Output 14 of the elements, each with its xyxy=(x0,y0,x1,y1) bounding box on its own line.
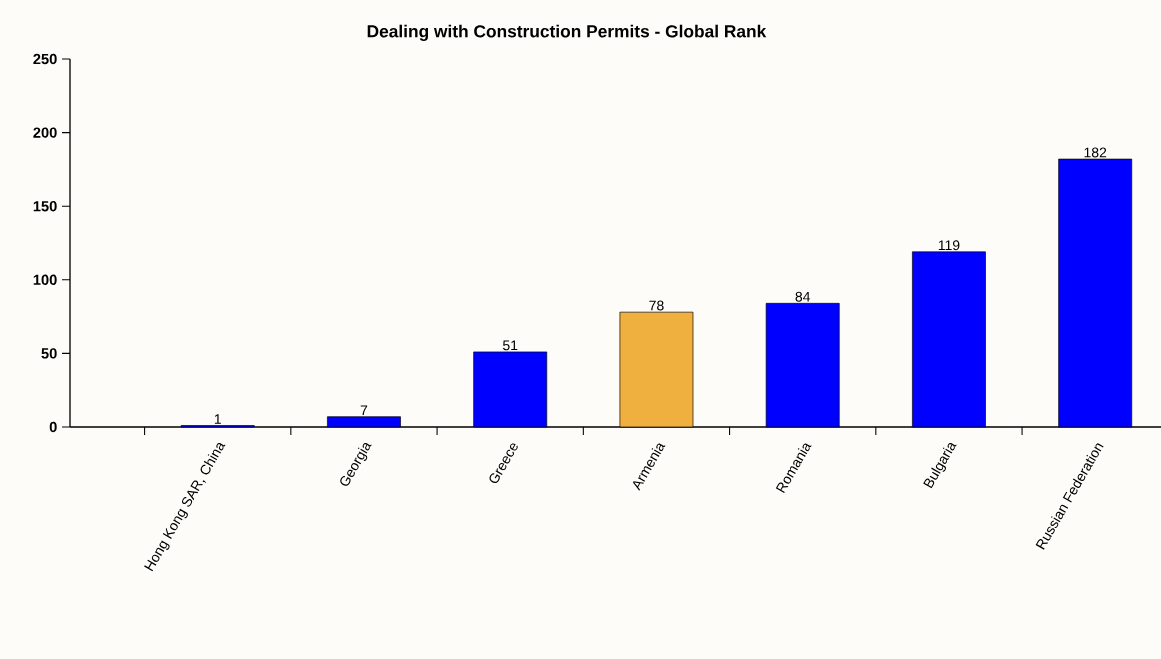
data-label: 182 xyxy=(1084,147,1107,158)
data-label: 1 xyxy=(214,414,221,424)
y-tick-label: 200 xyxy=(33,127,57,138)
data-label: 84 xyxy=(795,291,811,302)
y-tick-label: 50 xyxy=(41,348,57,359)
y-tick-label: 150 xyxy=(33,201,57,212)
y-tick-label: 250 xyxy=(33,53,57,65)
data-label: 7 xyxy=(360,405,368,416)
y-tick-label: 0 xyxy=(49,421,57,433)
chart-title: Dealing with Construction Permits - Global Rank xyxy=(367,24,767,41)
data-label: 119 xyxy=(938,240,960,251)
data-label: 51 xyxy=(502,340,518,351)
y-tick-label: 100 xyxy=(33,274,57,285)
data-label: 78 xyxy=(649,300,664,311)
